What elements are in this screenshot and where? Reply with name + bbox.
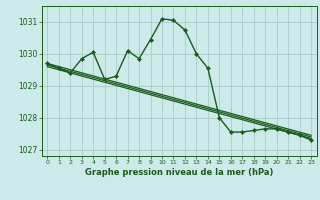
X-axis label: Graphe pression niveau de la mer (hPa): Graphe pression niveau de la mer (hPa) <box>85 168 273 177</box>
